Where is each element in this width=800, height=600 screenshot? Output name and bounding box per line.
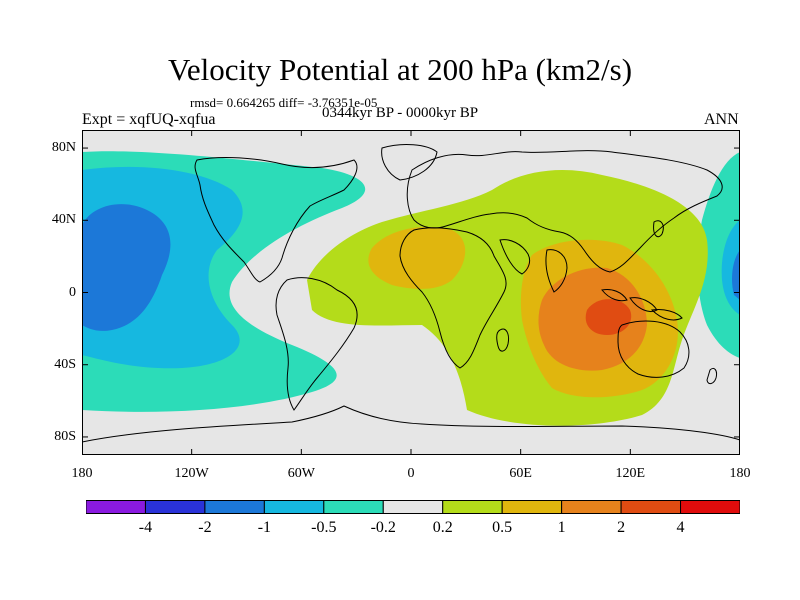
colorbar-swatch	[86, 500, 146, 514]
y-tick-label: 80N	[51, 140, 76, 156]
season-label: ANN	[704, 111, 739, 128]
colorbar-swatch	[263, 500, 325, 514]
x-tick-label: 60E	[509, 466, 532, 481]
colorbar-swatch	[144, 500, 206, 514]
x-tick-label: 120E	[615, 466, 646, 481]
colorbar	[86, 500, 740, 514]
plot-title: Velocity Potential at 200 hPa (km2/s)	[167, 52, 633, 87]
y-tick-label: 0	[69, 284, 76, 300]
colorbar-label: 0.5	[492, 519, 513, 536]
x-tick-label: 120W	[174, 466, 209, 481]
x-tick-label: 60W	[287, 466, 315, 481]
contour-neg-weak-east	[697, 152, 740, 358]
colorbar-label: -0.2	[370, 519, 396, 536]
colorbar-swatch	[442, 500, 503, 514]
colorbar-swatch	[680, 500, 740, 514]
colorbar-swatch	[382, 500, 444, 514]
colorbar-label: 1	[557, 519, 566, 536]
colorbar-swatch	[620, 500, 682, 514]
stats-line: rmsd= 0.664265 diff= -3.76351e-05	[190, 95, 378, 110]
colorbar-swatch	[501, 500, 563, 514]
colorbar-swatch	[323, 500, 384, 514]
experiment-label: Expt = xqfUQ-xqfua	[82, 111, 216, 128]
y-tick-label: 40S	[54, 356, 76, 372]
map-plot	[82, 130, 740, 455]
colorbar-label: -4	[138, 519, 153, 536]
x-tick-label: 0	[407, 466, 415, 481]
contour-neg-strong	[82, 204, 171, 331]
x-tick-label: 180	[71, 466, 93, 481]
colorbar-label: -2	[198, 519, 212, 536]
colorbar-swatch	[204, 500, 265, 514]
contour-pos-mid	[368, 226, 466, 289]
x-tick-marks	[82, 130, 740, 455]
colorbar-label: 4	[676, 519, 685, 536]
period-label: 0344kyr BP - 0000kyr BP	[322, 105, 479, 121]
colorbar-swatch	[561, 500, 622, 514]
contour-fills	[82, 130, 740, 455]
y-tick-label: 80S	[54, 428, 76, 444]
coastlines	[82, 144, 740, 443]
colorbar-label: -0.5	[311, 519, 337, 536]
colorbar-label: 0.2	[432, 519, 453, 536]
colorbar-label: 2	[617, 519, 626, 536]
colorbar-label: -1	[257, 519, 272, 536]
contour-neg-strong-east	[732, 250, 740, 300]
contour-pos-max	[585, 299, 632, 335]
y-tick-marks	[82, 147, 740, 438]
y-tick-label: 40N	[51, 212, 76, 228]
x-tick-label: 180	[729, 466, 751, 481]
